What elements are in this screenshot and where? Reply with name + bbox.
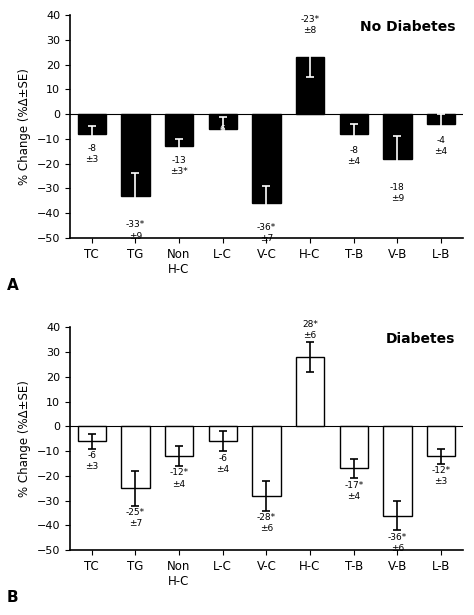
Text: 6
±5: 6 ±5 xyxy=(216,125,229,145)
Bar xyxy=(78,426,106,442)
Text: -36*
±7: -36* ±7 xyxy=(257,223,276,243)
Bar xyxy=(209,114,237,129)
Bar xyxy=(427,114,455,124)
Bar xyxy=(383,426,411,515)
Bar xyxy=(165,426,193,456)
Text: -12*
±4: -12* ±4 xyxy=(170,469,189,488)
Text: -6
±3: -6 ±3 xyxy=(85,451,98,471)
Bar xyxy=(296,357,324,426)
Bar xyxy=(339,426,368,469)
Bar xyxy=(121,114,150,196)
Text: -6
±4: -6 ±4 xyxy=(216,454,229,474)
Text: -33*
±9: -33* ±9 xyxy=(126,220,145,240)
Bar xyxy=(252,426,281,496)
Bar xyxy=(383,114,411,159)
Text: No Diabetes: No Diabetes xyxy=(359,20,455,34)
Text: -13
±3*: -13 ±3* xyxy=(170,156,188,177)
Bar xyxy=(296,57,324,114)
Text: -17*
±4: -17* ±4 xyxy=(344,481,364,501)
Text: Diabetes: Diabetes xyxy=(386,332,455,346)
Text: -8
±3: -8 ±3 xyxy=(85,144,98,164)
Text: -18
±9: -18 ±9 xyxy=(390,183,405,204)
Bar xyxy=(252,114,281,203)
Bar xyxy=(78,114,106,134)
Text: -23*
±8: -23* ±8 xyxy=(301,15,319,35)
Text: -8
±4: -8 ±4 xyxy=(347,146,360,166)
Text: -25*
±7: -25* ±7 xyxy=(126,508,145,528)
Y-axis label: % Change (%Δ±SE): % Change (%Δ±SE) xyxy=(18,68,31,185)
Text: A: A xyxy=(7,278,19,293)
Text: -36*
±6: -36* ±6 xyxy=(388,533,407,553)
Bar xyxy=(339,114,368,134)
Text: -4
±4: -4 ±4 xyxy=(435,137,447,156)
Bar xyxy=(165,114,193,146)
Bar xyxy=(121,426,150,488)
Text: -28*
±6: -28* ±6 xyxy=(257,513,276,533)
Y-axis label: % Change (%Δ±SE): % Change (%Δ±SE) xyxy=(18,380,31,498)
Text: 28*
±6: 28* ±6 xyxy=(302,320,318,340)
Text: B: B xyxy=(7,590,18,605)
Bar xyxy=(427,426,455,456)
Text: -12*
±3: -12* ±3 xyxy=(431,466,451,486)
Bar xyxy=(209,426,237,442)
